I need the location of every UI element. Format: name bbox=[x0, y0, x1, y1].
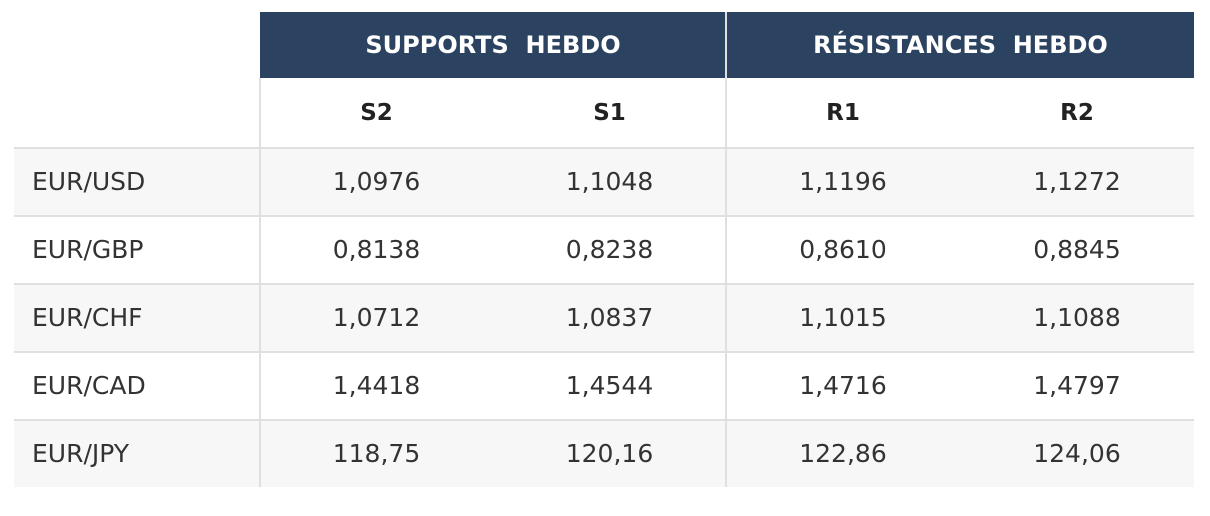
group-header: SUPPORTS HEBDO bbox=[260, 12, 726, 78]
value-cell: 1,0976 bbox=[332, 166, 421, 196]
column-header: R1 bbox=[826, 99, 860, 126]
row-background bbox=[14, 283, 1194, 351]
pair-label: EUR/USD bbox=[32, 166, 146, 196]
column-header: R2 bbox=[1060, 99, 1094, 126]
column-header: S2 bbox=[360, 99, 393, 126]
row-background bbox=[14, 419, 1194, 487]
value-cell: 1,1048 bbox=[565, 166, 654, 196]
value-cell: 1,4544 bbox=[565, 370, 654, 400]
pair-label: EUR/CAD bbox=[32, 370, 146, 400]
value-cell: 0,8610 bbox=[799, 234, 887, 264]
pair-label: EUR/CHF bbox=[32, 302, 143, 332]
column-separator bbox=[259, 78, 261, 487]
pair-label: EUR/JPY bbox=[32, 438, 130, 468]
value-cell: 124,06 bbox=[1033, 438, 1121, 468]
value-cell: 1,0837 bbox=[565, 302, 654, 332]
value-cell: 1,0712 bbox=[332, 302, 421, 332]
row-background bbox=[14, 351, 1194, 419]
value-cell: 118,75 bbox=[332, 438, 421, 468]
row-background bbox=[14, 147, 1194, 215]
value-cell: 1,1088 bbox=[1033, 302, 1121, 332]
value-cell: 0,8238 bbox=[565, 234, 654, 264]
value-cell: 1,4418 bbox=[332, 370, 421, 400]
value-cell: 1,1015 bbox=[799, 302, 887, 332]
value-cell: 1,1196 bbox=[799, 166, 887, 196]
value-cell: 1,1272 bbox=[1033, 166, 1121, 196]
column-header: S1 bbox=[593, 99, 626, 126]
subheader-row bbox=[260, 78, 1194, 147]
value-cell: 0,8845 bbox=[1033, 234, 1121, 264]
value-cell: 120,16 bbox=[565, 438, 654, 468]
value-cell: 0,8138 bbox=[332, 234, 421, 264]
group-header: RÉSISTANCES HEBDO bbox=[727, 12, 1194, 78]
column-separator bbox=[725, 12, 727, 487]
row-background bbox=[14, 215, 1194, 283]
value-cell: 1,4797 bbox=[1033, 370, 1121, 400]
value-cell: 122,86 bbox=[799, 438, 887, 468]
value-cell: 1,4716 bbox=[799, 370, 887, 400]
pair-label: EUR/GBP bbox=[32, 234, 144, 264]
